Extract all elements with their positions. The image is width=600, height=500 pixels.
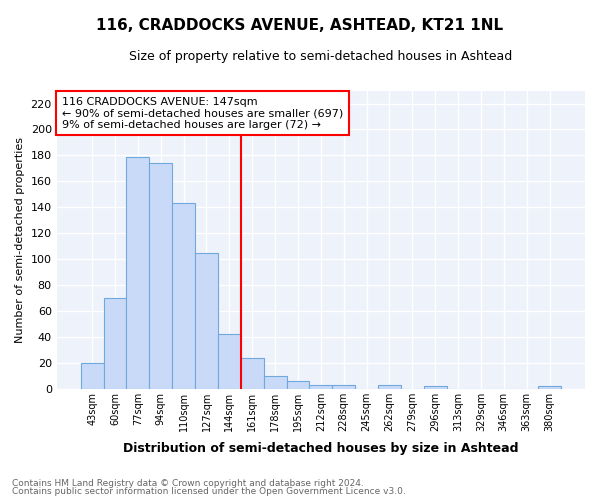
Bar	[310, 385, 332, 388]
Bar	[424, 386, 446, 388]
Bar	[195, 252, 218, 388]
Text: Contains public sector information licensed under the Open Government Licence v3: Contains public sector information licen…	[12, 487, 406, 496]
Text: Contains HM Land Registry data © Crown copyright and database right 2024.: Contains HM Land Registry data © Crown c…	[12, 478, 364, 488]
Bar	[538, 386, 561, 388]
Y-axis label: Number of semi-detached properties: Number of semi-detached properties	[15, 136, 25, 342]
Text: 116 CRADDOCKS AVENUE: 147sqm
← 90% of semi-detached houses are smaller (697)
9% : 116 CRADDOCKS AVENUE: 147sqm ← 90% of se…	[62, 96, 343, 130]
Text: 116, CRADDOCKS AVENUE, ASHTEAD, KT21 1NL: 116, CRADDOCKS AVENUE, ASHTEAD, KT21 1NL	[97, 18, 503, 32]
X-axis label: Distribution of semi-detached houses by size in Ashtead: Distribution of semi-detached houses by …	[123, 442, 518, 455]
Bar	[218, 334, 241, 388]
Bar	[263, 376, 287, 388]
Bar	[241, 358, 263, 388]
Bar	[127, 156, 149, 388]
Bar	[172, 204, 195, 388]
Bar	[104, 298, 127, 388]
Title: Size of property relative to semi-detached houses in Ashtead: Size of property relative to semi-detach…	[129, 50, 512, 63]
Bar	[332, 385, 355, 388]
Bar	[80, 363, 104, 388]
Bar	[149, 163, 172, 388]
Bar	[378, 385, 401, 388]
Bar	[287, 381, 310, 388]
